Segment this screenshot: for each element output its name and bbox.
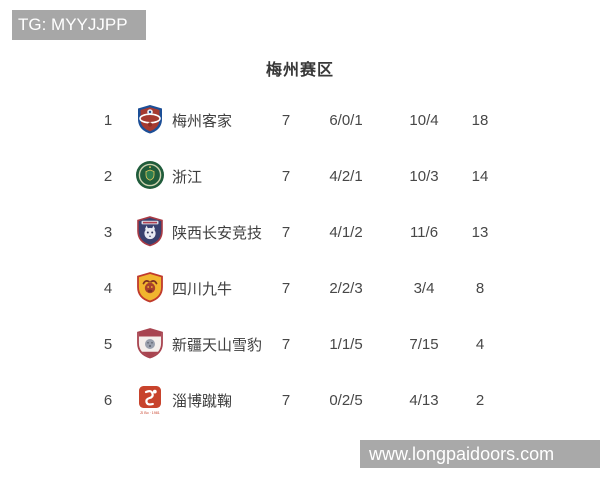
points: 14: [471, 167, 489, 185]
website-watermark: www.longpaidoors.com: [360, 440, 600, 468]
table-row: 4 四川九牛 7 2/2/3 3/4 8: [88, 260, 496, 316]
points: 8: [475, 279, 485, 297]
win-draw-loss: 0/2/5: [329, 391, 363, 409]
win-draw-loss: 2/2/3: [329, 279, 363, 297]
matches-played: 7: [281, 167, 291, 185]
win-draw-loss: 4/1/2: [329, 223, 363, 241]
matches-played: 7: [281, 279, 291, 297]
table-row: 3 陕西长安竞技 7 4/1/2 11/6 13: [88, 204, 496, 260]
zibo-cuju-crest-icon: Zi Bo · 1981: [128, 383, 172, 417]
win-draw-loss: 1/1/5: [329, 335, 363, 353]
goals-for-against: 7/15: [409, 335, 439, 353]
matches-played: 7: [281, 223, 291, 241]
rank: 1: [103, 111, 113, 129]
team-name: 浙江: [172, 168, 203, 186]
page-title: 梅州赛区: [265, 62, 334, 79]
sichuan-jiuniu-crest-icon: [128, 271, 172, 305]
rank: 3: [103, 223, 113, 241]
table-row: 5 新疆天山雪豹 7 1/1/5 7/15 4: [88, 316, 496, 372]
zhejiang-crest-icon: [128, 159, 172, 193]
points: 18: [471, 111, 489, 129]
team-name: 新疆天山雪豹: [172, 336, 263, 354]
rank: 2: [103, 167, 113, 185]
shaanxi-changan-crest-icon: [128, 215, 172, 249]
goals-for-against: 4/13: [409, 391, 439, 409]
goals-for-against: 3/4: [413, 279, 435, 297]
points: 2: [475, 391, 485, 409]
telegram-watermark: TG: MYYJJPP: [12, 10, 146, 40]
matches-played: 7: [281, 391, 291, 409]
svg-text:Zi Bo · 1981: Zi Bo · 1981: [140, 411, 160, 415]
points: 4: [475, 335, 485, 353]
table-row: 1 梅州客家 7 6/0/1 10/4 18: [88, 92, 496, 148]
points: 13: [471, 223, 489, 241]
win-draw-loss: 4/2/1: [329, 167, 363, 185]
rank: 6: [103, 391, 113, 409]
table-row: 6 Zi Bo · 1981 淄博蹴鞠 7 0/2/5 4/13 2: [88, 372, 496, 428]
rank: 5: [103, 335, 113, 353]
team-name: 陕西长安竞技: [172, 224, 263, 242]
xinjiang-tianshan-crest-icon: [128, 327, 172, 361]
goals-for-against: 10/3: [409, 167, 439, 185]
goals-for-against: 10/4: [409, 111, 439, 129]
matches-played: 7: [281, 335, 291, 353]
rank: 4: [103, 279, 113, 297]
team-name: 四川九牛: [172, 280, 233, 298]
win-draw-loss: 6/0/1: [329, 111, 363, 129]
goals-for-against: 11/6: [409, 223, 439, 241]
team-name: 淄博蹴鞠: [172, 392, 233, 410]
matches-played: 7: [281, 111, 291, 129]
meizhou-hakka-crest-icon: [128, 103, 172, 137]
table-row: 2 浙江 7 4/2/1 10/3 14: [88, 148, 496, 204]
team-name: 梅州客家: [172, 112, 233, 130]
